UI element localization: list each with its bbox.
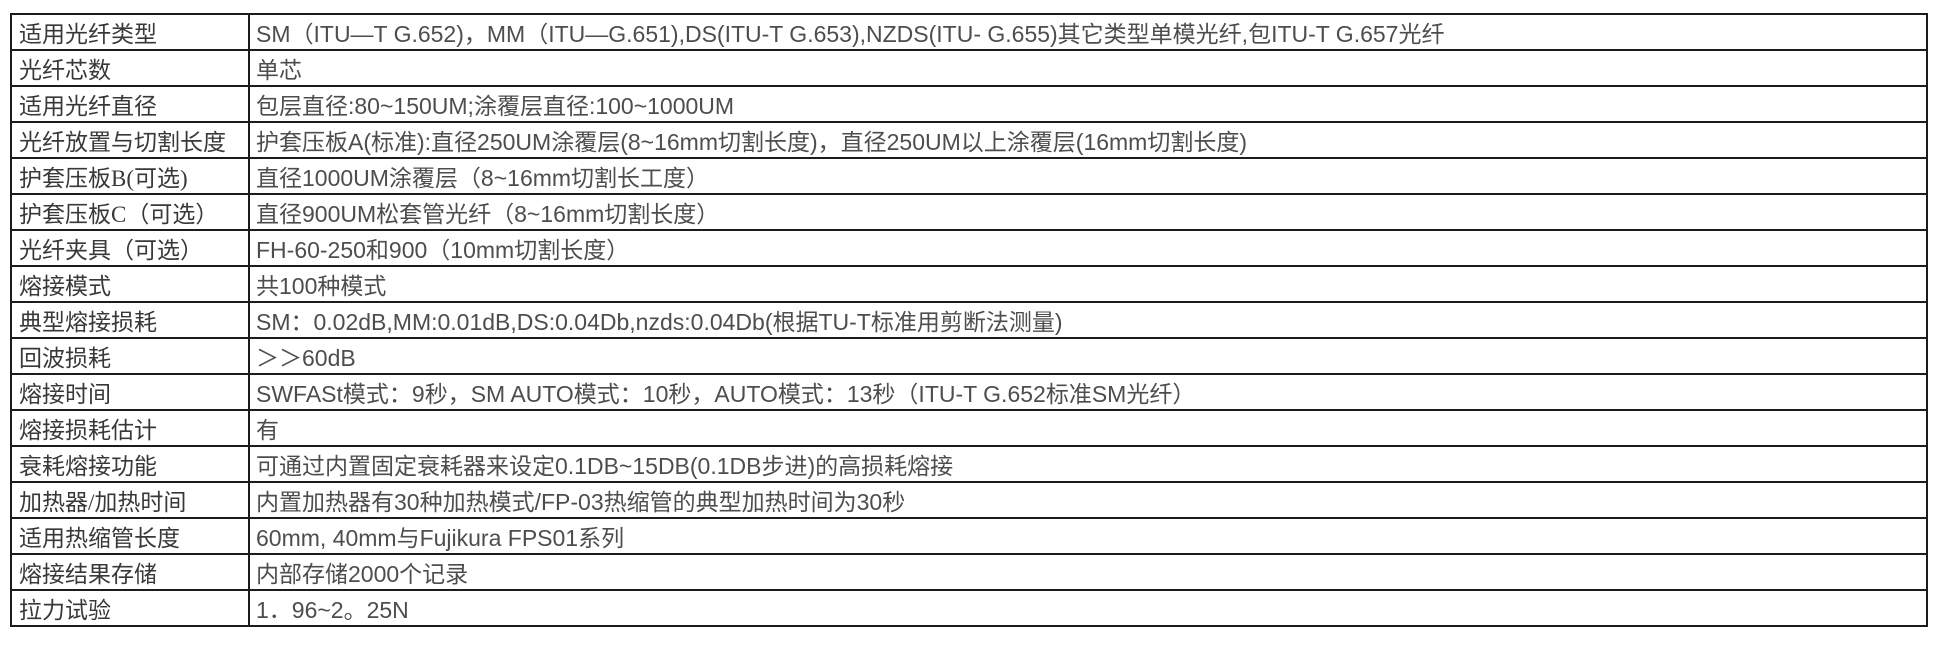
spec-value: 有 xyxy=(248,409,1928,447)
spec-label: 熔接损耗估计 xyxy=(10,409,250,447)
spec-value: SM（ITU—T G.652)，MM（ITU—G.651),DS(ITU-T G… xyxy=(248,13,1928,51)
spec-label: 典型熔接损耗 xyxy=(10,301,250,339)
spec-value: 单芯 xyxy=(248,49,1928,87)
table-row: 适用光纤类型 SM（ITU—T G.652)，MM（ITU—G.651),DS(… xyxy=(10,13,1928,51)
spec-label: 适用光纤类型 xyxy=(10,13,250,51)
spec-value: SWFASt模式：9秒，SM AUTO模式：10秒，AUTO模式：13秒（ITU… xyxy=(248,373,1928,411)
spec-label: 护套压板B(可选) xyxy=(10,157,250,195)
spec-label: 拉力试验 xyxy=(10,589,250,627)
spec-label: 光纤放置与切割长度 xyxy=(10,121,250,159)
spec-value: 直径900UM松套管光纤（8~16mm切割长度） xyxy=(248,193,1928,231)
spec-table: 适用光纤类型 SM（ITU—T G.652)，MM（ITU—G.651),DS(… xyxy=(10,13,1928,627)
spec-label: 适用光纤直径 xyxy=(10,85,250,123)
table-row: 熔接结果存储 内部存储2000个记录 xyxy=(10,553,1928,591)
spec-label: 熔接结果存储 xyxy=(10,553,250,591)
spec-label: 光纤夹具（可选） xyxy=(10,229,250,267)
spec-label: 护套压板C（可选） xyxy=(10,193,250,231)
spec-value: 内部存储2000个记录 xyxy=(248,553,1928,591)
spec-value: 1．96~2。25N xyxy=(248,589,1928,627)
table-row: 熔接模式 共100种模式 xyxy=(10,265,1928,303)
spec-label: 回波损耗 xyxy=(10,337,250,375)
table-row: 光纤芯数 单芯 xyxy=(10,49,1928,87)
table-row: 光纤夹具（可选） FH-60-250和900（10mm切割长度） xyxy=(10,229,1928,267)
spec-value: SM：0.02dB,MM:0.01dB,DS:0.04Db,nzds:0.04D… xyxy=(248,301,1928,339)
table-row: 适用热缩管长度 60mm, 40mm与Fujikura FPS01系列 xyxy=(10,517,1928,555)
spec-value: 护套压板A(标准):直径250UM涂覆层(8~16mm切割长度)，直径250UM… xyxy=(248,121,1928,159)
spec-label: 熔接模式 xyxy=(10,265,250,303)
spec-value: 60mm, 40mm与Fujikura FPS01系列 xyxy=(248,517,1928,555)
spec-value: 共100种模式 xyxy=(248,265,1928,303)
table-row: 回波损耗 ＞＞60dB xyxy=(10,337,1928,375)
table-row: 光纤放置与切割长度 护套压板A(标准):直径250UM涂覆层(8~16mm切割长… xyxy=(10,121,1928,159)
spec-value: FH-60-250和900（10mm切割长度） xyxy=(248,229,1928,267)
table-row: 熔接时间 SWFASt模式：9秒，SM AUTO模式：10秒，AUTO模式：13… xyxy=(10,373,1928,411)
spec-label: 熔接时间 xyxy=(10,373,250,411)
table-row: 衰耗熔接功能 可通过内置固定衰耗器来设定0.1DB~15DB(0.1DB步进)的… xyxy=(10,445,1928,483)
spec-label: 衰耗熔接功能 xyxy=(10,445,250,483)
specification-table: 适用光纤类型 SM（ITU—T G.652)，MM（ITU—G.651),DS(… xyxy=(10,13,1928,627)
table-row: 熔接损耗估计 有 xyxy=(10,409,1928,447)
spec-value: 可通过内置固定衰耗器来设定0.1DB~15DB(0.1DB步进)的高损耗熔接 xyxy=(248,445,1928,483)
spec-label: 加热器/加热时间 xyxy=(10,481,250,519)
spec-value: ＞＞60dB xyxy=(248,337,1928,375)
spec-value: 包层直径:80~150UM;涂覆层直径:100~1000UM xyxy=(248,85,1928,123)
spec-label: 光纤芯数 xyxy=(10,49,250,87)
spec-label: 适用热缩管长度 xyxy=(10,517,250,555)
table-row: 护套压板B(可选) 直径1000UM涂覆层（8~16mm切割长工度） xyxy=(10,157,1928,195)
spec-value: 内置加热器有30种加热模式/FP-03热缩管的典型加热时间为30秒 xyxy=(248,481,1928,519)
table-row: 适用光纤直径 包层直径:80~150UM;涂覆层直径:100~1000UM xyxy=(10,85,1928,123)
table-row: 典型熔接损耗 SM：0.02dB,MM:0.01dB,DS:0.04Db,nzd… xyxy=(10,301,1928,339)
table-row: 拉力试验 1．96~2。25N xyxy=(10,589,1928,627)
table-row: 加热器/加热时间 内置加热器有30种加热模式/FP-03热缩管的典型加热时间为3… xyxy=(10,481,1928,519)
spec-value: 直径1000UM涂覆层（8~16mm切割长工度） xyxy=(248,157,1928,195)
table-row: 护套压板C（可选） 直径900UM松套管光纤（8~16mm切割长度） xyxy=(10,193,1928,231)
